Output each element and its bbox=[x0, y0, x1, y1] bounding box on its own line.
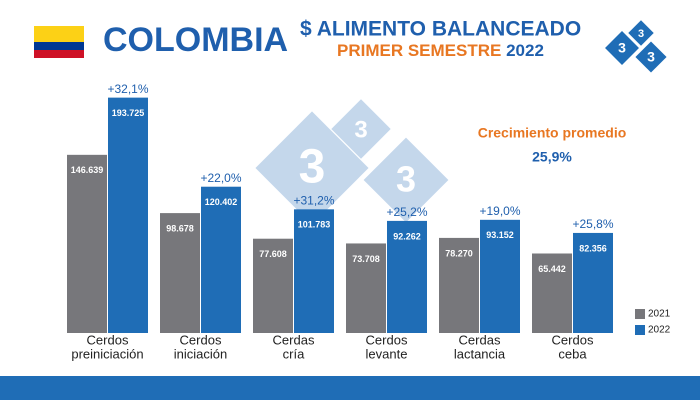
annotation-value: 25,9% bbox=[532, 149, 572, 165]
bar bbox=[346, 243, 386, 333]
x-tick-label: iniciación bbox=[174, 346, 227, 361]
value-label: 73.708 bbox=[352, 254, 380, 264]
period-text: PRIMER SEMESTRE bbox=[337, 41, 501, 60]
x-tick-label: Cerdas bbox=[459, 332, 501, 347]
x-tick-label: levante bbox=[366, 346, 408, 361]
period: PRIMER SEMESTRE 2022 bbox=[337, 41, 544, 60]
value-label: 93.152 bbox=[486, 230, 514, 240]
value-label: 77.608 bbox=[259, 249, 287, 259]
change-label: +25,8% bbox=[572, 217, 613, 231]
chart-subtitle: $ ALIMENTO BALANCEADO bbox=[300, 18, 581, 41]
value-label: 92.262 bbox=[393, 231, 421, 241]
value-label: 146.639 bbox=[71, 165, 104, 175]
chart-title: COLOMBIA bbox=[103, 21, 288, 59]
flag bbox=[34, 26, 84, 58]
bar bbox=[480, 219, 520, 333]
footer-band bbox=[0, 376, 700, 400]
change-label: +25,2% bbox=[386, 205, 427, 219]
legend-swatch bbox=[635, 325, 645, 335]
x-tick-label: Cerdos bbox=[366, 332, 408, 347]
svg-text:3: 3 bbox=[299, 141, 326, 194]
bar bbox=[201, 186, 241, 333]
value-label: 193.725 bbox=[112, 108, 145, 118]
bar bbox=[294, 209, 334, 333]
x-tick-label: cría bbox=[283, 346, 305, 361]
change-label: +19,0% bbox=[479, 204, 520, 218]
x-tick-label: Cerdas bbox=[273, 332, 315, 347]
legend-swatch bbox=[635, 309, 645, 319]
x-tick-label: Cerdos bbox=[87, 332, 129, 347]
bar bbox=[108, 97, 148, 334]
value-label: 98.678 bbox=[166, 223, 194, 233]
svg-text:3: 3 bbox=[647, 49, 655, 65]
x-tick-label: Cerdos bbox=[180, 332, 222, 347]
watermark: 3 3 3 bbox=[255, 99, 449, 225]
change-label: +31,2% bbox=[293, 194, 334, 208]
svg-text:3: 3 bbox=[396, 159, 416, 200]
x-tick-label: preiniciación bbox=[71, 346, 143, 361]
value-label: 65.442 bbox=[538, 264, 566, 274]
svg-text:3: 3 bbox=[618, 40, 626, 56]
bar bbox=[253, 238, 293, 333]
svg-text:3: 3 bbox=[638, 28, 644, 40]
svg-text:3: 3 bbox=[354, 116, 367, 143]
value-label: 101.783 bbox=[298, 220, 331, 230]
value-label: 78.270 bbox=[445, 248, 473, 258]
x-tick-label: lactancia bbox=[454, 346, 506, 361]
bar bbox=[387, 220, 427, 333]
x-tick-label: ceba bbox=[558, 346, 587, 361]
year-text: 2022 bbox=[506, 41, 544, 60]
annotation-title: Crecimiento promedio bbox=[478, 125, 627, 141]
bar bbox=[67, 154, 107, 333]
legend-label: 2021 bbox=[648, 309, 671, 320]
value-label: 82.356 bbox=[579, 243, 607, 253]
change-label: +22,0% bbox=[200, 171, 241, 185]
bar bbox=[439, 237, 479, 333]
bar bbox=[532, 253, 572, 333]
bar bbox=[573, 232, 613, 333]
legend-label: 2022 bbox=[648, 325, 671, 336]
change-label: +32,1% bbox=[107, 82, 148, 96]
value-label: 120.402 bbox=[205, 197, 238, 207]
bar bbox=[160, 213, 200, 333]
x-tick-label: Cerdos bbox=[552, 332, 594, 347]
